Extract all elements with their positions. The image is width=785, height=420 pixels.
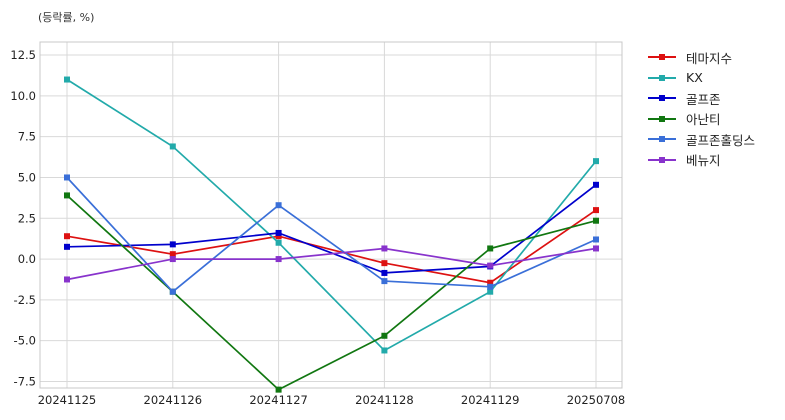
data-point: [487, 262, 494, 269]
data-point: [169, 241, 176, 248]
y-tick-label: -2.5: [14, 293, 36, 307]
data-point: [381, 278, 388, 285]
data-point: [593, 217, 599, 224]
x-tick-label: 20241129: [461, 393, 520, 407]
data-point: [275, 239, 282, 246]
legend-item: 골프존홀딩스: [648, 129, 755, 150]
legend-swatch: [648, 73, 676, 83]
data-point: [487, 279, 494, 286]
legend-swatch: [648, 52, 676, 62]
data-point: [381, 245, 388, 252]
data-point: [64, 192, 70, 199]
data-point: [275, 229, 282, 236]
y-tick-label: 10.0: [10, 89, 36, 103]
legend-label: KX: [686, 70, 703, 86]
series-line: [66, 176, 597, 293]
y-tick-label: 5.0: [18, 170, 36, 184]
data-point: [275, 202, 282, 209]
y-unit-label: (등락률, %): [38, 11, 95, 24]
data-point: [593, 158, 599, 165]
legend-swatch: [648, 114, 676, 124]
series-line: [66, 247, 597, 281]
data-point: [64, 243, 70, 250]
data-point: [64, 276, 70, 283]
legend-label: 골프존: [686, 91, 721, 107]
data-point: [593, 207, 599, 214]
y-tick-label: -5.0: [14, 334, 36, 348]
data-point: [169, 256, 176, 263]
data-point: [64, 174, 70, 181]
legend-swatch: [648, 93, 676, 103]
data-point: [169, 288, 176, 295]
x-tick-label: 20241127: [249, 393, 308, 407]
data-point: [64, 76, 70, 83]
legend-item: KX: [648, 68, 755, 89]
data-point: [487, 245, 494, 252]
y-tick-label: 0.0: [18, 252, 36, 266]
data-point: [64, 233, 70, 240]
data-point: [487, 288, 494, 295]
data-point: [487, 283, 494, 290]
data-point: [593, 236, 599, 243]
series-line: [66, 194, 597, 391]
legend-label: 베뉴지: [686, 153, 721, 169]
data-point: [275, 256, 282, 263]
data-point: [381, 269, 388, 276]
legend-label: 아난티: [686, 112, 721, 128]
legend-label: 테마지수: [686, 50, 733, 66]
data-point: [275, 233, 282, 240]
data-point: [593, 245, 599, 252]
y-tick-label: -7.5: [14, 374, 36, 388]
data-point: [275, 386, 282, 393]
data-point: [381, 347, 388, 354]
data-point: [593, 181, 599, 188]
y-tick-label: 12.5: [10, 48, 36, 62]
series-line: [66, 78, 597, 352]
data-point: [381, 260, 388, 267]
y-tick-label: 7.5: [18, 130, 36, 144]
legend-item: 베뉴지: [648, 150, 755, 171]
data-point: [169, 143, 176, 150]
legend-item: 테마지수: [648, 47, 755, 68]
y-tick-label: 2.5: [18, 211, 36, 225]
plot-frame: [39, 41, 623, 389]
legend-swatch: [648, 134, 676, 144]
x-tick-label: 20250708: [567, 393, 626, 407]
legend-item: 골프존: [648, 88, 755, 109]
data-point: [381, 332, 388, 339]
legend-swatch: [648, 155, 676, 165]
x-tick-label: 20241126: [144, 393, 203, 407]
x-tick-label: 20241128: [355, 393, 414, 407]
x-tick-label: 20241125: [38, 393, 97, 407]
data-point: [169, 251, 176, 258]
legend-label: 골프존홀딩스: [686, 132, 756, 148]
legend-item: 아난티: [648, 109, 755, 130]
